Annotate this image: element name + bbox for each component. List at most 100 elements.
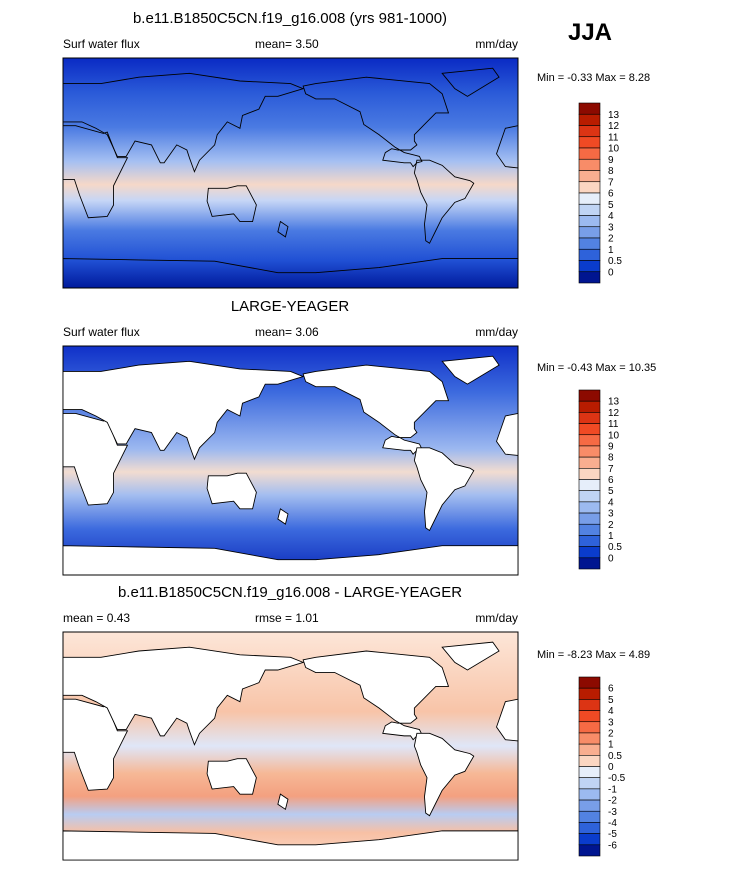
colorbar-label: 6 (608, 684, 614, 695)
colorbar-box (578, 158, 601, 171)
colorbar-box (578, 490, 601, 503)
colorbar-label: 8 (608, 166, 614, 177)
colorbar-box (578, 136, 601, 149)
colorbar-label: 0.5 (608, 256, 622, 267)
colorbar-box (578, 192, 601, 205)
stat-label: mean= 3.50 (255, 37, 319, 51)
colorbar-label: 9 (608, 155, 614, 166)
stat-label: rmse = 1.01 (255, 611, 319, 625)
panel: LARGE-YEAGER Surf water flux mean= 3.06 … (62, 298, 656, 576)
colorbar-box (578, 732, 601, 745)
colorbar-box (578, 687, 601, 700)
colorbar-box (578, 456, 601, 469)
colorbar-label: 0 (608, 553, 614, 564)
colorbar-box (578, 501, 601, 514)
colorbar-box (578, 676, 601, 689)
colorbar-box (578, 237, 601, 250)
colorbar-label: 4 (608, 211, 614, 222)
colorbar-box (578, 468, 601, 480)
field-label: Surf water flux (63, 37, 140, 51)
colorbar-box (578, 844, 601, 857)
colorbar-label: 7 (608, 464, 614, 475)
colorbar-label: 3 (608, 717, 614, 728)
colorbar-box (578, 125, 601, 138)
colorbar-label: 2 (608, 234, 614, 245)
colorbar-label: 0.5 (608, 751, 622, 762)
colorbar-label: 4 (608, 497, 614, 508)
panel-title: LARGE-YEAGER (231, 298, 350, 315)
colorbar-box (578, 810, 601, 823)
colorbar-label: -3 (608, 807, 617, 818)
colorbar-label: -1 (608, 784, 617, 795)
colorbar-label: -2 (608, 796, 617, 807)
colorbar-box (578, 535, 601, 547)
colorbar-box (578, 766, 601, 778)
panel: b.e11.B1850C5CN.f19_g16.008 (yrs 981-100… (62, 10, 650, 289)
colorbar-box (578, 389, 601, 402)
min-max: Min = -0.33 Max = 8.28 (537, 72, 650, 84)
colorbar-label: 12 (608, 121, 620, 132)
colorbar-box (578, 102, 601, 115)
colorbar-box (578, 412, 601, 424)
colorbar-box (578, 833, 601, 846)
colorbar-label: 1 (608, 245, 614, 256)
colorbar-label: 1 (608, 531, 614, 542)
colorbar-box (578, 822, 601, 834)
colorbar-label: 10 (608, 430, 620, 441)
colorbar-box (578, 445, 601, 458)
colorbar-box (578, 147, 601, 160)
colorbar-box (578, 226, 601, 239)
colorbar-label: 5 (608, 486, 614, 497)
colorbar-label: 9 (608, 441, 614, 452)
colorbar-label: 5 (608, 695, 614, 706)
colorbar-box (578, 271, 601, 284)
colorbar-label: 0.5 (608, 542, 622, 553)
field-label: Surf water flux (63, 325, 140, 339)
colorbar-box (578, 215, 601, 228)
units: mm/day (475, 611, 518, 625)
colorbar-box (578, 755, 601, 767)
colorbar-box (578, 479, 601, 491)
colorbar-box (578, 260, 601, 273)
colorbar-box (578, 400, 601, 413)
colorbar-box (578, 203, 601, 216)
colorbar-box (578, 699, 601, 711)
colorbar-label: 0 (608, 267, 614, 278)
colorbar-label: 13 (608, 397, 620, 408)
map (62, 57, 519, 289)
panel: b.e11.B1850C5CN.f19_g16.008 - LARGE-YEAG… (62, 584, 650, 861)
colorbar-label: 11 (608, 132, 619, 143)
colorbar-box (578, 248, 601, 261)
colorbar-label: 3 (608, 509, 614, 520)
min-max: Min = -0.43 Max = 10.35 (537, 362, 656, 374)
colorbar-box (578, 423, 601, 436)
units: mm/day (475, 325, 518, 339)
colorbar-label: -0.5 (608, 773, 626, 784)
stat-label: mean = 0.43 (63, 611, 130, 625)
colorbar-label: 1 (608, 740, 614, 751)
colorbar-label: 6 (608, 475, 614, 486)
stat-label: mean= 3.06 (255, 325, 319, 339)
colorbar-box (578, 181, 601, 194)
colorbar-label: -5 (608, 829, 617, 840)
colorbar-box (578, 512, 601, 525)
units: mm/day (475, 37, 518, 51)
colorbar-label: 8 (608, 453, 614, 464)
colorbar-label: -6 (608, 840, 617, 851)
colorbar-box (578, 799, 601, 812)
colorbar-label: 3 (608, 222, 614, 233)
colorbar-box (578, 557, 601, 570)
colorbar-box (578, 788, 601, 801)
colorbar-label: 0 (608, 762, 614, 773)
colorbar-label: 4 (608, 706, 614, 717)
season-label: JJA (568, 19, 612, 46)
colorbar-label: 12 (608, 408, 620, 419)
colorbar-box (578, 743, 601, 756)
colorbar-box (578, 546, 601, 559)
colorbar-label: 11 (608, 419, 619, 430)
colorbar-label: 13 (608, 110, 620, 121)
panel-title: b.e11.B1850C5CN.f19_g16.008 - LARGE-YEAG… (118, 584, 462, 601)
